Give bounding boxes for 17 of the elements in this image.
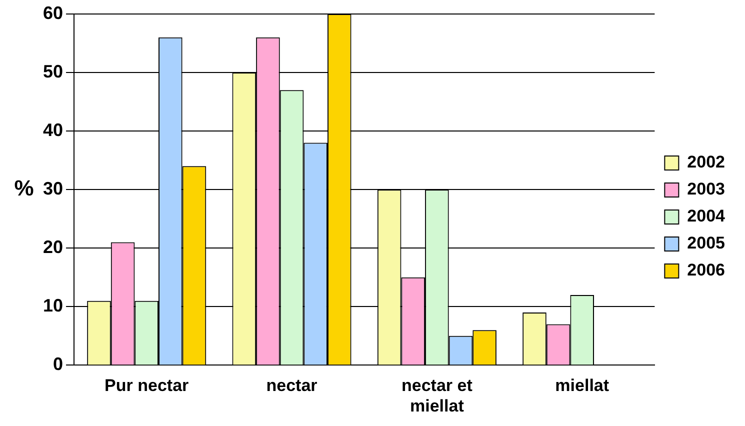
y-tick-label: 40: [42, 120, 64, 140]
legend-label: 2002: [687, 152, 726, 172]
y-tick-label: 50: [42, 62, 64, 82]
x-tick-label: nectar et miellat: [401, 376, 473, 416]
x-tick-label: miellat: [555, 376, 610, 396]
y-tick-label: 0: [53, 354, 64, 374]
y-axis-title: %: [14, 176, 34, 201]
x-tick-label: nectar: [266, 376, 318, 396]
y-tick-label: 10: [42, 296, 64, 316]
y-tick-label: 20: [42, 237, 64, 258]
legend-label: 2004: [687, 206, 726, 226]
legend-label: 2003: [687, 180, 726, 199]
y-tick-label: 60: [42, 2, 64, 23]
legend-label: 2005: [687, 234, 726, 253]
x-tick-label: Pur nectar: [104, 376, 190, 396]
legend-label: 2006: [687, 260, 726, 280]
y-tick-label: 30: [42, 178, 64, 199]
